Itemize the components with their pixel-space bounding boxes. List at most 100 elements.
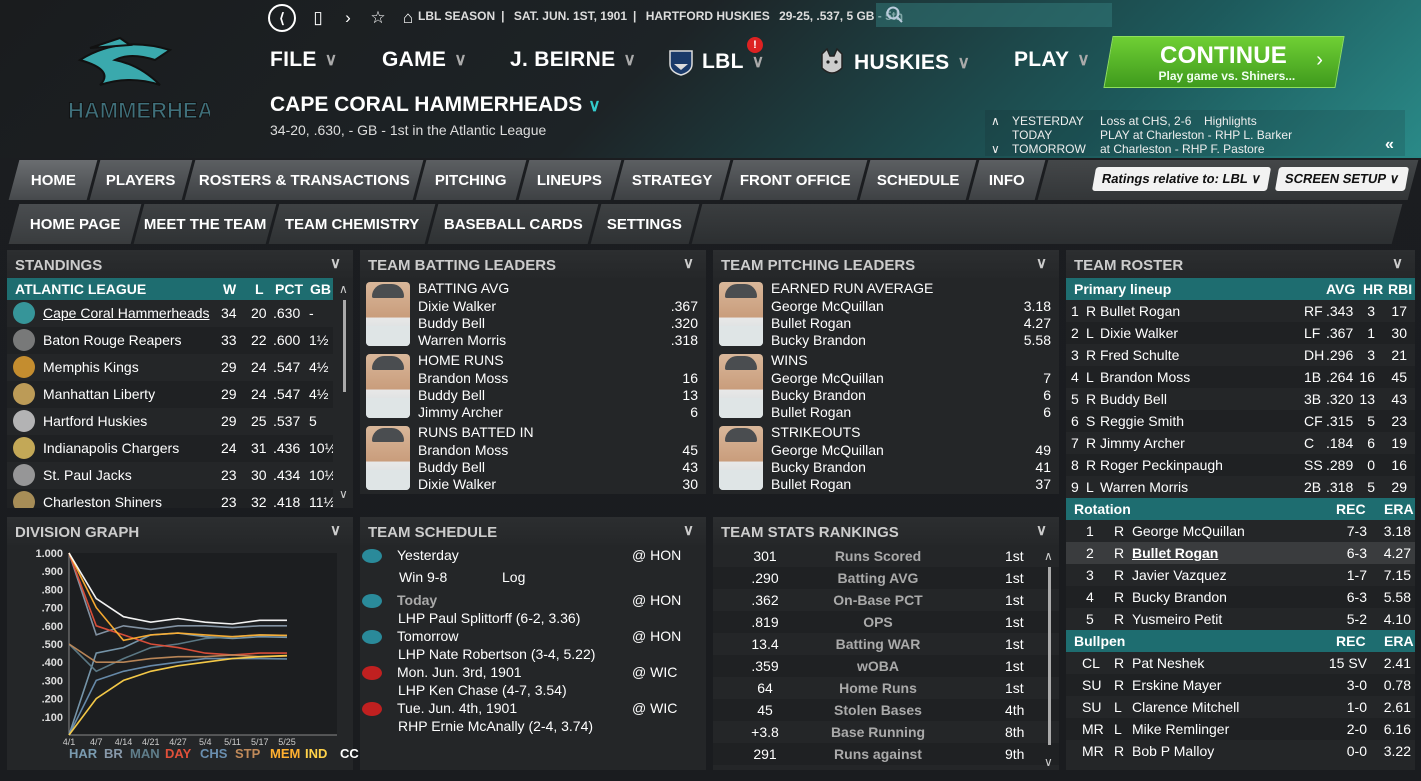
schedule-day[interactable]: Mon. Jun. 3rd, 1901 <box>397 664 522 680</box>
tab-schedule[interactable]: SCHEDULE <box>859 160 977 200</box>
lineup-row[interactable]: 2 L Dixie Walker LF .367 1 30 <box>1066 322 1415 344</box>
tab-info[interactable]: INFO <box>968 160 1046 200</box>
page-icon[interactable]: ▯ <box>313 8 323 27</box>
rotation-row[interactable]: 1 R George McQuillan 7-3 3.18 <box>1066 520 1415 542</box>
schedule-day[interactable]: Today <box>397 592 438 608</box>
ranking-row[interactable]: 301 Runs Scored 1st <box>713 545 1059 567</box>
standings-team-name[interactable]: Cape Coral Hammerheads <box>43 305 210 321</box>
standings-team-name[interactable]: Baton Rouge Reapers <box>43 332 182 348</box>
subtab-baseball-cards[interactable]: BASEBALL CARDS <box>427 204 599 244</box>
lineup-player-name[interactable]: Roger Peckinpaugh <box>1100 457 1223 473</box>
chevron-down-icon[interactable]: ∨ <box>330 255 341 272</box>
tab-front-office[interactable]: FRONT OFFICE <box>722 160 868 200</box>
chevron-down-icon[interactable]: ∨ <box>1036 522 1047 539</box>
tab-strategy[interactable]: STRATEGY <box>613 160 731 200</box>
lineup-row[interactable]: 5 R Buddy Bell 3B .320 13 43 <box>1066 388 1415 410</box>
tab-pitching[interactable]: PITCHING <box>415 160 527 200</box>
leader-player-name[interactable]: Bullet Rogan <box>771 476 852 492</box>
standings-team-name[interactable]: Hartford Huskies <box>43 413 148 429</box>
leader-player-name[interactable]: Dixie Walker <box>418 476 497 492</box>
legend-item-ind[interactable]: IND <box>305 746 328 761</box>
schedule-opponent[interactable]: @ HON <box>632 547 682 563</box>
team-summary-label[interactable]: HARTFORD HUSKIES <box>645 9 770 23</box>
subtab-team-chemistry[interactable]: TEAM CHEMISTRY <box>268 204 436 244</box>
standings-row[interactable]: Baton Rouge Reapers 33 22 .600 1½ <box>7 327 333 354</box>
mini-result[interactable]: Loss at CHS, 2-6 <box>1100 114 1192 128</box>
ranking-row[interactable]: 291 Runs against 9th <box>713 743 1059 765</box>
arrow-up-icon[interactable]: ∧ <box>991 114 1000 128</box>
standings-team-name[interactable]: St. Paul Jacks <box>43 467 132 483</box>
legend-item-har[interactable]: HAR <box>69 746 98 761</box>
rotation-player-name[interactable]: George McQuillan <box>1132 523 1245 539</box>
lineup-player-name[interactable]: Brandon Moss <box>1100 369 1191 385</box>
standings-team-name[interactable]: Charleston Shiners <box>43 494 163 508</box>
player-headshot[interactable] <box>366 426 410 490</box>
leader-player-name[interactable]: George McQuillan <box>771 370 884 386</box>
lineup-player-name[interactable]: Warren Morris <box>1100 479 1189 495</box>
bullpen-player-name[interactable]: Mike Remlinger <box>1132 721 1230 737</box>
bullpen-player-name[interactable]: Pat Neshek <box>1132 655 1205 671</box>
lineup-player-name[interactable]: Dixie Walker <box>1100 325 1179 341</box>
lineup-row[interactable]: 6 S Reggie Smith CF .315 5 23 <box>1066 410 1415 432</box>
scroll-down-icon[interactable]: ∨ <box>1044 755 1053 769</box>
schedule-opponent[interactable]: @ HON <box>632 592 682 608</box>
rotation-player-name[interactable]: Bucky Brandon <box>1132 589 1227 605</box>
tab-players[interactable]: PLAYERS <box>89 160 193 200</box>
rotation-row[interactable]: 5 R Yusmeiro Petit 5-2 4.10 <box>1066 608 1415 630</box>
tab-home[interactable]: HOME <box>8 160 98 200</box>
chevron-down-icon[interactable]: ∨ <box>1036 255 1047 272</box>
lineup-player-name[interactable]: Jimmy Archer <box>1100 435 1185 451</box>
rotation-player-name[interactable]: Yusmeiro Petit <box>1132 611 1223 627</box>
rotation-row[interactable]: 3 R Javier Vazquez 1-7 7.15 <box>1066 564 1415 586</box>
scrollbar[interactable] <box>343 300 346 392</box>
rotation-player-name[interactable]: Javier Vazquez <box>1132 567 1227 583</box>
lineup-player-name[interactable]: Fred Schulte <box>1100 347 1180 363</box>
bullpen-row[interactable]: SU R Erskine Mayer 3-0 0.78 <box>1066 674 1415 696</box>
legend-item-man[interactable]: MAN <box>130 746 160 761</box>
bullpen-row[interactable]: SU L Clarence Mitchell 1-0 2.61 <box>1066 696 1415 718</box>
leader-player-name[interactable]: Brandon Moss <box>418 370 509 386</box>
star-icon[interactable]: ☆ <box>370 8 386 27</box>
standings-row[interactable]: Cape Coral Hammerheads 34 20 .630- <box>7 300 333 327</box>
lineup-row[interactable]: 7 R Jimmy Archer C .184 6 19 <box>1066 432 1415 454</box>
standings-row[interactable]: Hartford Huskies 29 25 .537 5 <box>7 408 333 435</box>
bullpen-row[interactable]: CL R Pat Neshek 15 SV 2.41 <box>1066 652 1415 674</box>
highlights-link[interactable]: Highlights <box>1204 114 1257 128</box>
subtab-home-page[interactable]: HOME PAGE <box>8 204 142 244</box>
standings-team-name[interactable]: Indianapolis Chargers <box>43 440 180 456</box>
leader-player-name[interactable]: Bucky Brandon <box>771 459 866 475</box>
subtab-settings[interactable]: SETTINGS <box>590 204 700 244</box>
ranking-row[interactable]: .819 OPS 1st <box>713 611 1059 633</box>
back-icon[interactable]: ⟨ <box>268 4 296 32</box>
tab-rosters[interactable]: ROSTERS & TRANSACTIONS <box>184 160 424 200</box>
lineup-player-name[interactable]: Reggie Smith <box>1100 413 1185 429</box>
menu-play[interactable]: PLAY ∨ <box>1014 48 1090 72</box>
bullpen-player-name[interactable]: Clarence Mitchell <box>1132 699 1240 715</box>
arrow-down-icon[interactable]: ∨ <box>991 142 1000 156</box>
player-headshot[interactable] <box>719 354 763 418</box>
mini-result[interactable]: at Charleston - RHP F. Pastore <box>1100 142 1265 156</box>
player-headshot[interactable] <box>719 426 763 490</box>
leader-player-name[interactable]: Bucky Brandon <box>771 387 866 403</box>
menu-league[interactable]: LBL ∨ <box>668 48 764 76</box>
standings-row[interactable]: Memphis Kings 29 24 .547 4½ <box>7 354 333 381</box>
schedule-opponent[interactable]: @ HON <box>632 628 682 644</box>
tab-lineups[interactable]: LINEUPS <box>518 160 622 200</box>
leader-player-name[interactable]: George McQuillan <box>771 298 884 314</box>
standings-row[interactable]: Charleston Shiners 23 32 .418 11½ <box>7 489 333 508</box>
chevron-down-icon[interactable]: ∨ <box>330 522 341 539</box>
legend-item-mem[interactable]: MEM <box>270 746 301 761</box>
chevron-down-icon[interactable]: ∨ <box>1392 255 1403 272</box>
leader-player-name[interactable]: Bucky Brandon <box>771 332 866 348</box>
ranking-row[interactable]: .290 Batting AVG 1st <box>713 567 1059 589</box>
rotation-player-name[interactable]: Bullet Rogan <box>1132 545 1219 561</box>
legend-item-day[interactable]: DAY <box>165 746 192 761</box>
standings-row[interactable]: Indianapolis Chargers 24 31 .436 10½ <box>7 435 333 462</box>
lineup-row[interactable]: 9 L Warren Morris 2B .318 5 29 <box>1066 476 1415 498</box>
search-input[interactable] <box>876 3 1112 27</box>
leader-player-name[interactable]: Brandon Moss <box>418 442 509 458</box>
schedule-opponent[interactable]: @ WIC <box>632 700 678 716</box>
ranking-row[interactable]: +3.8 Base Running 8th <box>713 721 1059 743</box>
leader-player-name[interactable]: Bullet Rogan <box>771 404 852 420</box>
continue-button[interactable]: CONTINUE Play game vs. Shiners... › <box>1103 36 1345 88</box>
